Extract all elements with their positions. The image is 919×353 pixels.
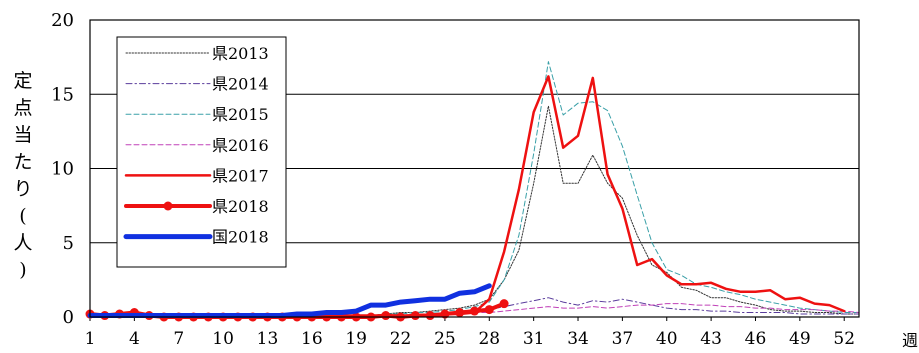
series-point <box>484 305 494 315</box>
y-axis-label-char: り <box>13 178 33 200</box>
plot-area-frame <box>89 19 860 318</box>
legend-box <box>116 36 287 268</box>
x-tick-label: 46 <box>745 329 767 349</box>
x-axis-ticks: 1 4 7 10 13 16 19 22 25 28 31 34 37 40 43 46 49 52 <box>85 317 855 349</box>
x-tick-label: 1 <box>85 329 96 349</box>
x-axis-label: 週 <box>902 331 919 350</box>
y-axis-ticks: 0 5 10 15 20 <box>51 10 74 328</box>
series-point <box>499 299 509 309</box>
series-point <box>455 308 465 318</box>
x-tick-label: 7 <box>173 329 184 349</box>
y-axis-label-char: 定 <box>13 70 33 92</box>
x-tick-label: 34 <box>567 329 589 349</box>
x-tick-label: 16 <box>301 329 323 349</box>
y-axis-label: 定点当たり ( 人) <box>10 68 36 284</box>
legend-label: 県2013 <box>212 44 269 63</box>
y-axis-label-char: 当 <box>13 124 33 146</box>
legend-label: 国2018 <box>212 228 269 247</box>
x-tick-label: 4 <box>129 329 140 349</box>
x-tick-label: 28 <box>478 329 500 349</box>
series-point <box>381 311 391 321</box>
legend-marker <box>163 201 173 211</box>
y-axis-label-char: た <box>13 151 33 173</box>
series-point <box>410 311 420 321</box>
x-tick-label: 37 <box>612 329 634 349</box>
y-tick-label: 15 <box>51 84 74 105</box>
x-tick-label: 25 <box>434 329 456 349</box>
legend: 県2013 県2014 県2015 県2016 県2017 県2018 国2018 <box>116 36 287 268</box>
y-axis-label-char: ) <box>19 259 27 281</box>
series-line-1 <box>89 105 860 316</box>
y-axis-label-char: 人 <box>13 232 33 254</box>
legend-label: 県2015 <box>212 105 269 124</box>
series-point <box>470 306 479 316</box>
y-axis-label-char: ( <box>19 205 27 227</box>
y-tick-label: 20 <box>51 10 74 31</box>
y-tick-label: 0 <box>63 307 74 328</box>
series-lines <box>85 61 860 322</box>
x-tick-label: 31 <box>523 329 545 349</box>
y-tick-label: 5 <box>63 233 74 254</box>
x-tick-label: 49 <box>789 329 811 349</box>
series-line-2 <box>89 297 860 316</box>
x-tick-label: 40 <box>656 329 678 349</box>
legend-label: 県2016 <box>212 136 269 155</box>
x-tick-label: 13 <box>257 329 279 349</box>
x-tick-label: 22 <box>390 329 412 349</box>
legend-label: 県2014 <box>212 75 269 94</box>
x-tick-label: 19 <box>345 329 367 349</box>
x-tick-label: 10 <box>212 329 234 349</box>
series-point <box>440 309 450 319</box>
x-tick-label: 52 <box>833 329 855 349</box>
x-tick-label: 43 <box>700 329 722 349</box>
legend-label: 県2017 <box>212 166 269 185</box>
legend-label: 県2018 <box>212 197 269 216</box>
y-tick-label: 10 <box>51 159 74 180</box>
series-point <box>425 311 435 321</box>
y-axis-label-char: 点 <box>13 97 33 119</box>
series-line-7 <box>87 283 492 318</box>
